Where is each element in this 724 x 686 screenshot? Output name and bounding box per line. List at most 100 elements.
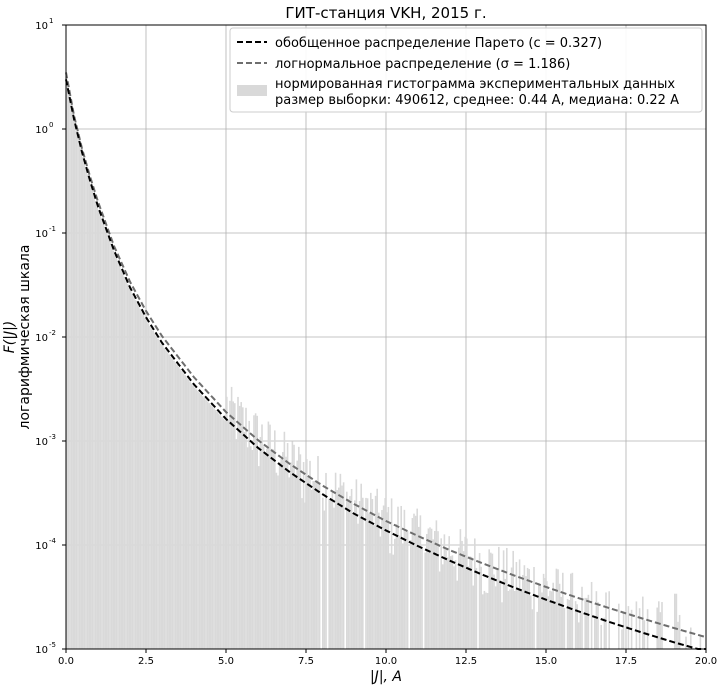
histogram-bar <box>451 555 454 649</box>
histogram-bar <box>410 540 412 649</box>
histogram-bar <box>250 446 252 649</box>
histogram-bar <box>510 567 513 649</box>
histogram-bar <box>499 580 502 649</box>
histogram-bar <box>322 497 324 649</box>
histogram-bar <box>334 472 337 649</box>
histogram-bar <box>117 261 119 649</box>
histogram-bar <box>658 601 660 649</box>
histogram-bar <box>488 549 490 649</box>
x-tick-label: 17.5 <box>615 656 637 667</box>
histogram-bar <box>699 636 702 649</box>
histogram-bar <box>478 553 481 649</box>
histogram-bar <box>242 407 244 649</box>
histogram-bar <box>440 538 442 649</box>
histogram-bar <box>370 492 372 649</box>
histogram-bar <box>642 596 644 649</box>
y-axis-label-line1: F(|J|) <box>2 321 18 354</box>
legend-label-histogram-line2: размер выборки: 490612, среднее: 0.44 A,… <box>275 93 679 108</box>
histogram-bar <box>675 593 678 649</box>
histogram-bar <box>235 439 238 649</box>
histogram-bar <box>467 566 470 649</box>
histogram-bar <box>282 452 284 649</box>
histogram-bar <box>66 85 68 649</box>
histogram-bar <box>267 421 270 649</box>
histogram-bar <box>179 369 182 649</box>
histogram-bar <box>130 291 132 649</box>
histogram-bar <box>590 581 593 649</box>
histogram-bar <box>411 518 414 649</box>
histogram-bar <box>246 447 249 649</box>
x-tick-label: 5.0 <box>218 656 234 667</box>
histogram-bar <box>374 495 377 649</box>
histogram-bar <box>690 627 692 649</box>
histogram-bar <box>530 595 532 649</box>
histogram-bar <box>162 346 164 649</box>
histogram-bar <box>413 513 415 649</box>
histogram-bar <box>402 543 404 649</box>
histogram-bar <box>226 396 228 649</box>
x-tick-label: 0.0 <box>58 656 74 667</box>
histogram-bar <box>110 246 113 650</box>
legend: обобщенное распределение Парето (c = 0.3… <box>229 27 703 113</box>
x-tick-label: 20.0 <box>695 656 717 667</box>
histogram-bar <box>98 210 100 649</box>
histogram-bar <box>354 500 356 649</box>
histogram-bar <box>264 454 266 649</box>
legend-label-lognormal: логнормальное распределение (σ = 1.186) <box>275 57 570 72</box>
histogram-bar <box>294 474 297 649</box>
histogram-bar <box>134 300 137 649</box>
histogram-bar <box>128 287 130 649</box>
histogram-bar <box>133 297 135 649</box>
histogram-bar <box>70 109 73 650</box>
histogram-bar <box>397 506 399 649</box>
histogram-bar <box>357 523 359 649</box>
histogram-bar <box>376 488 378 649</box>
histogram-bar <box>109 241 111 649</box>
x-tick-label: 2.5 <box>138 656 154 667</box>
histogram-bar <box>373 524 375 649</box>
histogram-bar <box>406 530 409 649</box>
histogram-bar <box>522 574 524 649</box>
histogram-bar <box>328 498 330 649</box>
histogram-bar <box>371 499 374 649</box>
histogram-bar <box>237 396 239 649</box>
histogram-bar <box>213 408 215 649</box>
histogram-bar <box>674 593 676 649</box>
histogram-bar <box>469 556 471 649</box>
histogram-bar <box>102 224 105 650</box>
y-axis-label: F(|J|) логарифмическая шкала <box>2 245 33 430</box>
histogram-bar <box>325 472 327 649</box>
histogram-bar <box>254 413 257 649</box>
y-tick-exponent: -3 <box>49 433 56 441</box>
histogram-bar <box>398 535 401 649</box>
histogram-bar <box>202 396 204 649</box>
histogram-bar <box>552 582 554 649</box>
histogram-bar <box>154 333 156 649</box>
histogram-bar <box>118 265 121 649</box>
histogram-bar <box>430 528 433 649</box>
histogram-bar <box>446 557 449 649</box>
histogram-bar <box>504 578 506 649</box>
y-tick-label: 10 <box>35 645 48 656</box>
histogram-bar <box>126 284 129 649</box>
histogram-bar <box>622 612 625 649</box>
histogram-bar <box>536 611 538 649</box>
histogram-bar <box>80 151 82 650</box>
histogram-bar <box>94 200 97 649</box>
histogram-bar <box>531 609 534 649</box>
histogram-bar <box>427 528 430 649</box>
y-tick-label: 10 <box>35 437 48 448</box>
histogram-bar <box>174 362 177 649</box>
histogram-bar <box>338 487 340 649</box>
histogram-bar <box>315 480 318 649</box>
histogram-bar <box>206 401 209 649</box>
histogram-bar <box>91 190 94 649</box>
histogram-bar <box>576 604 578 649</box>
histogram-bar <box>587 594 590 649</box>
histogram-bar <box>286 443 289 649</box>
histogram-bar <box>429 527 431 649</box>
histogram-bar <box>293 444 295 649</box>
histogram-bar <box>450 556 452 649</box>
x-tick-label: 12.5 <box>455 656 477 667</box>
histogram-bar <box>470 556 473 649</box>
